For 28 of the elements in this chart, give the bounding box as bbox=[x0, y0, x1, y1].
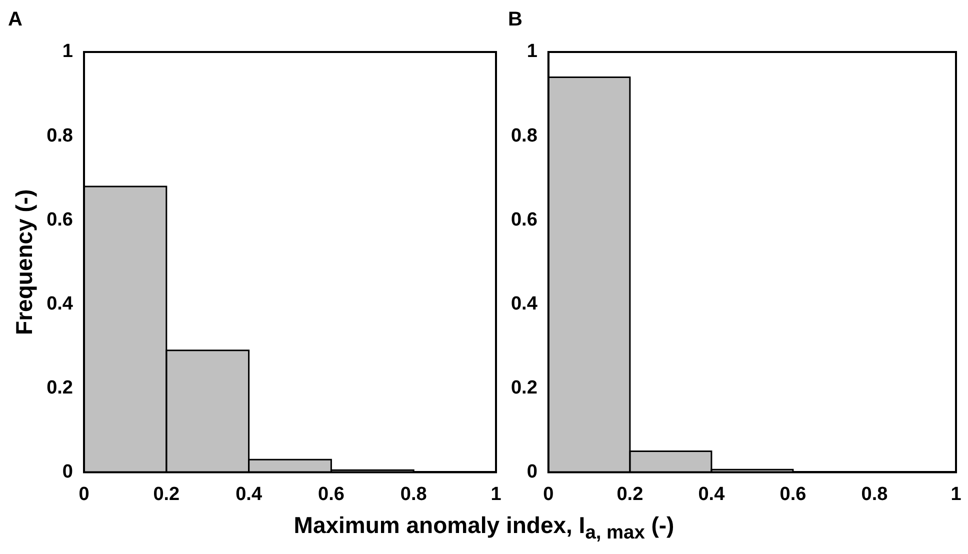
chart-title: A bbox=[8, 8, 22, 31]
y-tick-label: 0.4 bbox=[510, 293, 538, 314]
x-axis-title: Maximum anomaly index, I$_{a, max}$ (-) bbox=[292, 512, 676, 545]
y-tick-label: 0 bbox=[62, 461, 74, 482]
y-tick-label: 0.8 bbox=[46, 125, 74, 146]
x-tick-label: 0.6 bbox=[318, 484, 344, 505]
y-tick-label: 1 bbox=[526, 41, 538, 62]
x-tick-label: 0 bbox=[543, 484, 554, 505]
y-tick-label: 0 bbox=[526, 461, 538, 482]
x-tick-label: 0.6 bbox=[780, 484, 806, 505]
x-tick-label: 0.2 bbox=[616, 484, 644, 505]
x-tick-label: 1 bbox=[950, 484, 962, 505]
x-tick-label: 0.2 bbox=[153, 484, 180, 505]
y-axis-title: Frequency (-) bbox=[11, 189, 38, 335]
x-tick-label: 0.4 bbox=[236, 484, 262, 505]
y-tick-label: 1 bbox=[62, 41, 74, 62]
y-tick-label: 0.6 bbox=[46, 209, 74, 230]
y-tick-label: 0.4 bbox=[46, 293, 74, 314]
y-tick-label: 0.6 bbox=[510, 209, 538, 230]
y-tick-label: 0.2 bbox=[46, 377, 74, 398]
chart-title: B bbox=[508, 8, 522, 31]
x-tick-label: 0 bbox=[78, 484, 90, 505]
x-tick-label: 1 bbox=[490, 484, 502, 505]
x-tick-label: 0.4 bbox=[698, 484, 726, 505]
x-tick-label: 0.8 bbox=[861, 484, 888, 505]
y-tick-label: 0.8 bbox=[510, 125, 538, 146]
x-tick-label: 0.8 bbox=[400, 484, 427, 505]
y-tick-label: 0.2 bbox=[510, 377, 538, 398]
